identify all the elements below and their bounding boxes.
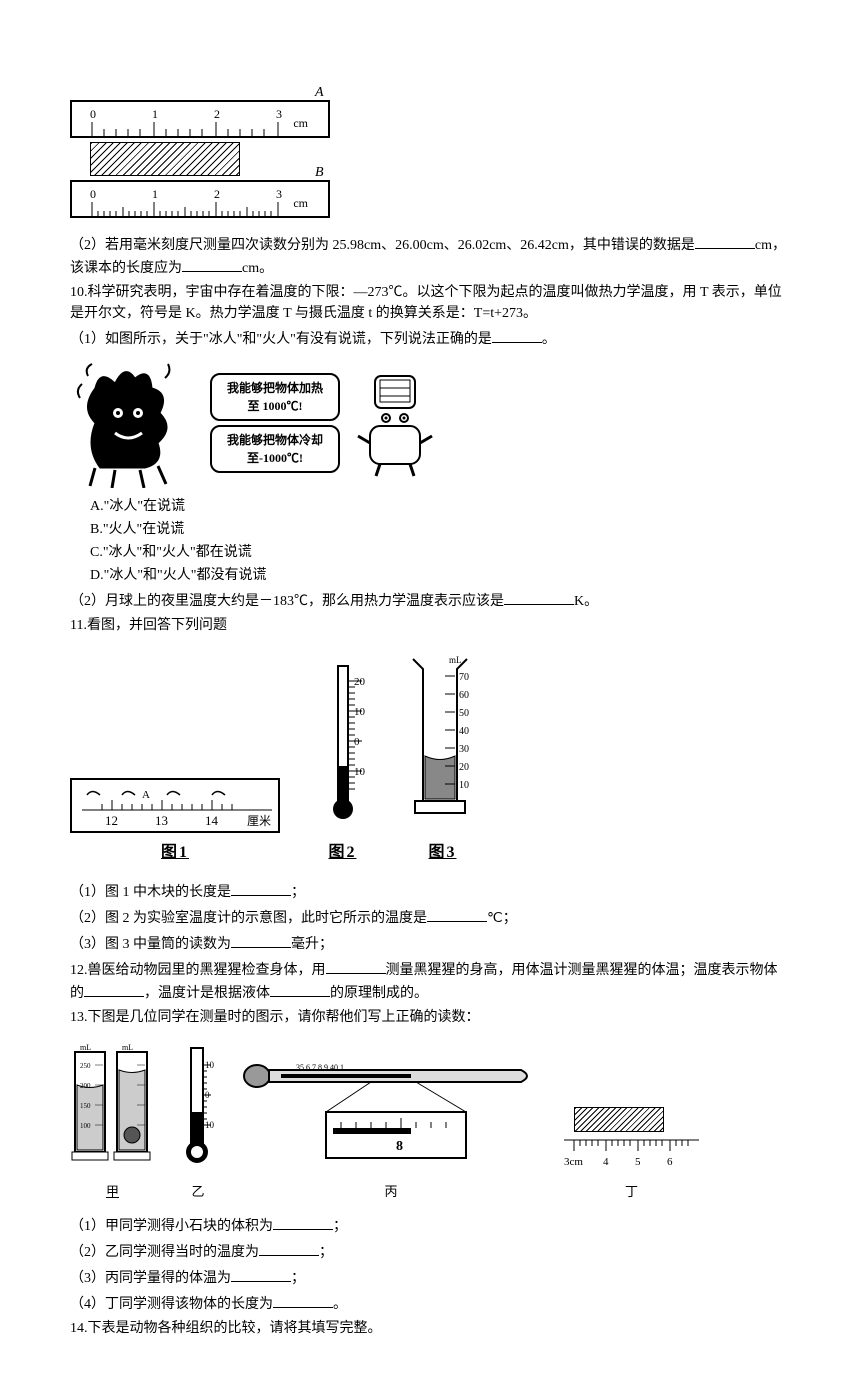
svg-text:10: 10 — [354, 766, 366, 778]
fig3-caption: 图3 — [405, 841, 480, 865]
speech-bubble-heat: 我能够把物体加热 至 1000℃! — [210, 373, 340, 421]
svg-text:14: 14 — [205, 813, 219, 828]
svg-text:50: 50 — [459, 708, 469, 719]
fig-yi: 10 0 10 乙 — [173, 1040, 223, 1202]
q13-sub1: （1）甲同学测得小石块的体积为； — [70, 1214, 790, 1237]
ruler-b: 0 1 2 3 cm — [70, 180, 330, 218]
svg-text:13: 13 — [155, 813, 168, 828]
figure-3: mL 70 60 50 40 30 20 10 图3 — [405, 651, 480, 865]
ruler-ticks-a — [72, 122, 332, 136]
svg-text:20: 20 — [459, 762, 469, 773]
q11-figures: A 12 13 14 厘米 图1 — [70, 651, 790, 865]
svg-text:8: 8 — [396, 1139, 403, 1154]
ice-man-icon — [350, 368, 440, 478]
q11-intro: 11.看图，并回答下列问题 — [70, 615, 790, 636]
svg-text:厘米: 厘米 — [247, 814, 271, 828]
svg-text:20: 20 — [354, 676, 366, 688]
svg-text:3cm: 3cm — [564, 1156, 583, 1168]
svg-text:35 6 7 8 9 40 1: 35 6 7 8 9 40 1 — [296, 1063, 344, 1072]
svg-text:mL: mL — [80, 1043, 91, 1052]
fig-jia: mL mL 250 200 150 100 甲 — [70, 1040, 155, 1202]
svg-text:10: 10 — [354, 706, 366, 718]
q13-figures: mLmL 250 200 150 100 甲 10 0 — [70, 1040, 790, 1202]
svg-text:60: 60 — [459, 690, 469, 701]
svg-text:12: 12 — [105, 813, 118, 828]
ruler-ticks-b — [72, 202, 332, 216]
svg-text:mL: mL — [449, 655, 462, 665]
svg-text:250: 250 — [80, 1062, 91, 1070]
svg-text:100: 100 — [80, 1122, 91, 1130]
q11-sub1: （1）图 1 中木块的长度是； — [70, 880, 790, 903]
q13-intro: 13.下图是几位同学在测量时的图示，请你帮他们写上正确的读数： — [70, 1007, 790, 1028]
q10-sub2: （2）月球上的夜里温度大约是－183℃，那么用热力学温度表示应该是K。 — [70, 589, 790, 612]
svg-text:10: 10 — [459, 780, 469, 791]
svg-text:6: 6 — [667, 1156, 673, 1168]
fig1-caption: 图1 — [70, 841, 280, 865]
q11-sub3: （3）图 3 中量筒的读数为毫升； — [70, 932, 790, 955]
q13-sub3: （3）丙同学量得的体温为； — [70, 1266, 790, 1289]
speech-bubbles-column: 我能够把物体加热 至 1000℃! 我能够把物体冷却 至-1000℃! — [210, 369, 340, 477]
svg-text:30: 30 — [459, 744, 469, 755]
label-yi: 乙 — [173, 1182, 223, 1202]
svg-text:4: 4 — [603, 1156, 609, 1168]
q10-intro: 10.科学研究表明，宇宙中存在着温度的下限：—273℃。以这个下限为起点的温度叫… — [70, 282, 790, 324]
label-bing: 丙 — [241, 1182, 541, 1202]
q10-sub1: （1）如图所示，关于"冰人"和"火人"有没有说谎，下列说法正确的是。 — [70, 327, 790, 350]
q9-part2-text: （2）若用毫米刻度尺测量四次读数分别为 25.98cm、26.00cm、26.0… — [70, 233, 790, 279]
svg-text:150: 150 — [80, 1102, 91, 1110]
fig-bing: 35 6 7 8 9 40 1 8 丙 — [241, 1060, 541, 1202]
speech-bubble-cool: 我能够把物体冷却 至-1000℃! — [210, 425, 340, 473]
svg-text:5: 5 — [635, 1156, 641, 1168]
svg-text:0: 0 — [354, 736, 360, 748]
label-jia: 甲 — [70, 1182, 155, 1202]
svg-text:40: 40 — [459, 726, 469, 737]
figure-1: A 12 13 14 厘米 图1 — [70, 778, 280, 865]
q13-sub4: （4）丁同学测得该物体的长度为。 — [70, 1292, 790, 1315]
q11-sub2: （2）图 2 为实验室温度计的示意图，此时它所示的温度是℃； — [70, 906, 790, 929]
fig2-caption: 图2 — [310, 841, 375, 865]
fig-ding: 3cm 4 5 6 丁 — [559, 1107, 704, 1202]
cartoon-figure: 我能够把物体加热 至 1000℃! 我能够把物体冷却 至-1000℃! — [70, 358, 790, 488]
fire-man-icon — [70, 358, 200, 488]
ruler-pair-figure: A 0 1 2 3 cm B 0 1 2 3 cm — [70, 100, 790, 218]
figure-2: 20 10 0 10 图2 — [310, 661, 375, 865]
q10-option-c: C."冰人"和"火人"都在说谎 — [90, 542, 790, 563]
svg-text:70: 70 — [459, 672, 469, 683]
q14-text: 14.下表是动物各种组织的比较，请将其填写完整。 — [70, 1318, 790, 1339]
ruler-b-label: B — [315, 162, 810, 183]
svg-text:mL: mL — [122, 1043, 133, 1052]
svg-text:200: 200 — [80, 1082, 91, 1090]
q12-text: 12.兽医给动物园里的黑猩猩检查身体，用测量黑猩猩的身高，用体温计测量黑猩猩的体… — [70, 958, 790, 1004]
q10-option-a: A."冰人"在说谎 — [90, 496, 790, 517]
ruler-a: 0 1 2 3 cm — [70, 100, 330, 138]
measured-object-block — [90, 142, 240, 176]
q13-sub2: （2）乙同学测得当时的温度为； — [70, 1240, 790, 1263]
label-ding: 丁 — [559, 1182, 704, 1202]
q10-option-d: D."冰人"和"火人"都没有说谎 — [90, 565, 790, 586]
svg-text:A: A — [142, 789, 150, 801]
q10-option-b: B."火人"在说谎 — [90, 519, 790, 540]
ruler-a-label: A — [315, 82, 810, 103]
